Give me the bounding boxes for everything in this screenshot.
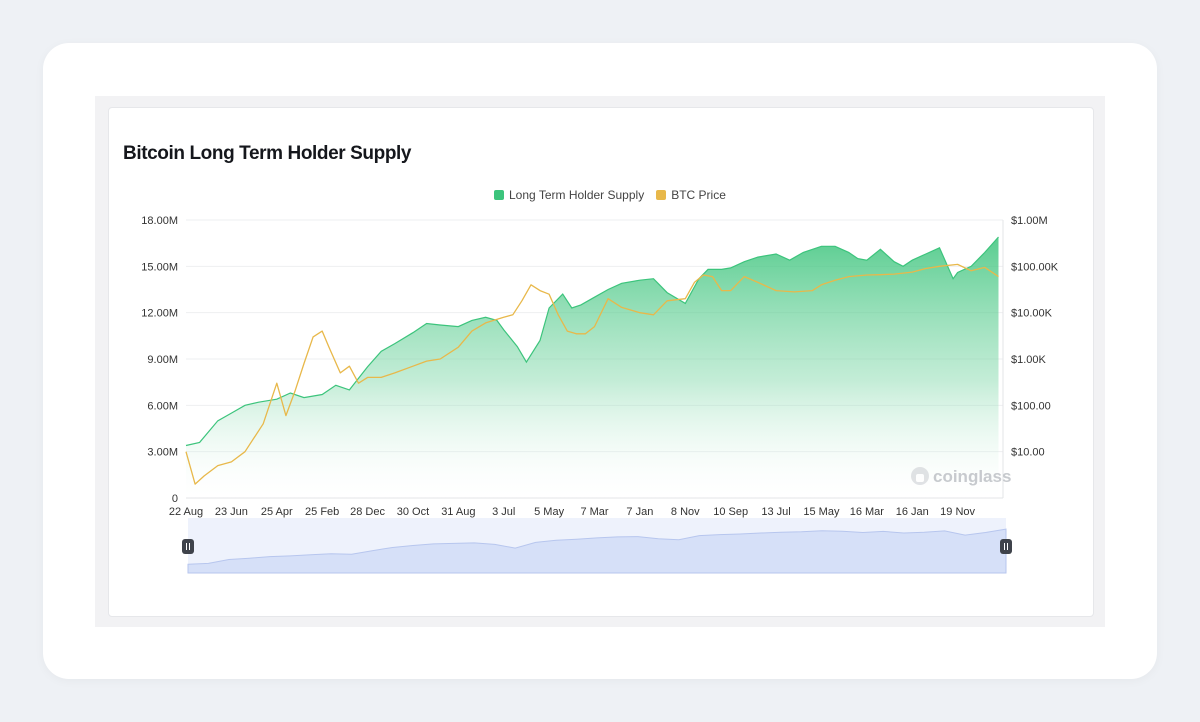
navigator-right-handle[interactable]: [1000, 539, 1012, 554]
legend-label-ltsh: Long Term Holder Supply: [509, 188, 645, 202]
y-right-tick-label: $1.00M: [1011, 215, 1048, 227]
y-right-tick-label: $1.00K: [1011, 354, 1047, 366]
y-right-tick-label: $100.00K: [1011, 261, 1059, 273]
coinglass-logo-icon: [911, 467, 929, 485]
legend-label-btc-price: BTC Price: [671, 188, 726, 202]
chart-legend: Long Term Holder Supply BTC Price: [494, 188, 738, 202]
x-tick-label: 10 Sep: [713, 506, 748, 518]
x-tick-label: 23 Jun: [215, 506, 248, 518]
y-left-tick-label: 6.00M: [147, 400, 178, 412]
x-tick-label: 5 May: [534, 506, 564, 518]
x-tick-label: 13 Jul: [761, 506, 790, 518]
x-tick-label: 7 Mar: [580, 506, 608, 518]
legend-item-ltsh[interactable]: Long Term Holder Supply: [494, 188, 644, 202]
y-left-tick-label: 9.00M: [147, 354, 178, 366]
x-tick-label: 31 Aug: [441, 506, 475, 518]
legend-swatch-btc-price: [656, 190, 667, 200]
ltsh-area-outline: [185, 236, 999, 447]
y-right-tick-label: $10.00: [1011, 447, 1045, 459]
axes: 0 3.00M 6.00M 9.00M 12.00M 15.00M 18.00M $10.00…: [141, 215, 1058, 518]
x-tick-label: 7 Jan: [626, 506, 653, 518]
handle-body: [1000, 539, 1012, 554]
y-left-tick-label: 18.00M: [141, 215, 178, 227]
chart-title: Bitcoin Long Term Holder Supply: [123, 143, 412, 164]
coinglass-watermark: coinglass: [911, 467, 1011, 486]
navigator-left-handle[interactable]: [182, 539, 194, 554]
y-right-tick-label: $100.00: [1011, 400, 1051, 412]
btc-price-line: [185, 263, 999, 485]
x-tick-label: 25 Apr: [261, 506, 293, 518]
coinglass-wordmark: coinglass: [933, 467, 1011, 486]
legend-item-btc-price[interactable]: BTC Price: [656, 188, 726, 202]
x-tick-label: 30 Oct: [397, 506, 429, 518]
x-tick-label: 15 May: [803, 506, 840, 518]
y-left-tick-label: 15.00M: [141, 261, 178, 273]
y-left-tick-label: 12.00M: [141, 308, 178, 320]
x-tick-label: 22 Aug: [169, 506, 203, 518]
y-left-tick-label: 0: [172, 493, 178, 505]
ltsh-area-fill: [186, 237, 999, 498]
legend-swatch-ltsh: [494, 190, 504, 200]
y-left-tick-label: 3.00M: [147, 447, 178, 459]
handle-body: [182, 539, 194, 554]
btc-price-path: [185, 263, 999, 485]
x-tick-label: 16 Jan: [896, 506, 929, 518]
x-tick-label: 3 Jul: [492, 506, 515, 518]
y-right-tick-label: $10.00K: [1011, 308, 1053, 320]
x-tick-label: 16 Mar: [850, 506, 885, 518]
navigator-series-area: [187, 528, 1007, 574]
x-tick-label: 25 Feb: [305, 506, 339, 518]
ltsh-area: [185, 236, 999, 498]
x-tick-label: 28 Dec: [350, 506, 385, 518]
range-navigator[interactable]: [182, 518, 1012, 574]
x-tick-label: 19 Nov: [940, 506, 975, 518]
x-tick-label: 8 Nov: [671, 506, 700, 518]
